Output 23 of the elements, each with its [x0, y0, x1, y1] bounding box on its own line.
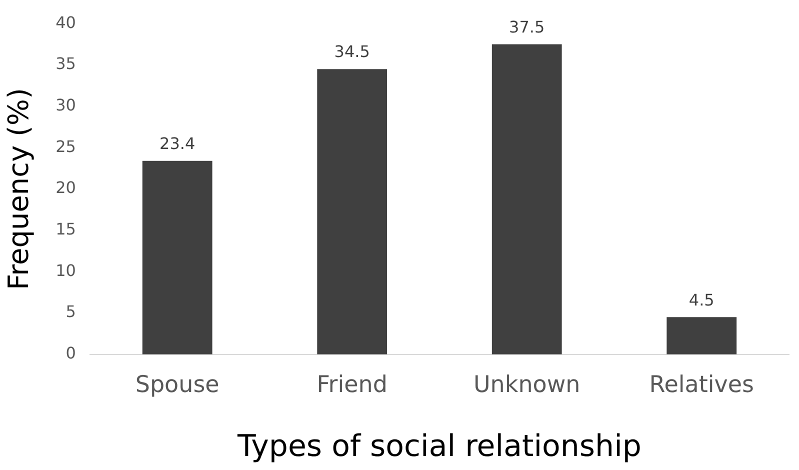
y-tick-label: 0 [66, 344, 76, 363]
y-tick-label: 15 [56, 220, 76, 239]
x-axis-title: Types of social relationship [236, 428, 642, 464]
y-axis-title: Frequency (%) [2, 88, 36, 290]
bar [492, 44, 562, 354]
data-label: 4.5 [688, 290, 714, 310]
data-label: 37.5 [509, 17, 545, 36]
y-tick-label: 5 [66, 302, 76, 322]
y-tick-label: 40 [56, 12, 76, 32]
x-tick-label: Friend [316, 372, 388, 398]
data-label: 34.5 [334, 42, 370, 62]
y-tick-label: 10 [56, 260, 76, 280]
x-tick-label: Unknown [473, 372, 580, 398]
data-label: 23.4 [160, 134, 196, 154]
bar [142, 160, 212, 354]
y-tick-label: 30 [56, 95, 76, 114]
y-tick-label: 20 [56, 178, 76, 198]
y-tick-label: 25 [56, 136, 76, 156]
bar [666, 317, 737, 354]
y-tick-label: 35 [56, 54, 76, 74]
bar [317, 69, 388, 354]
x-tick-label: Spouse [135, 372, 220, 398]
x-tick-label: Relatives [649, 372, 754, 398]
